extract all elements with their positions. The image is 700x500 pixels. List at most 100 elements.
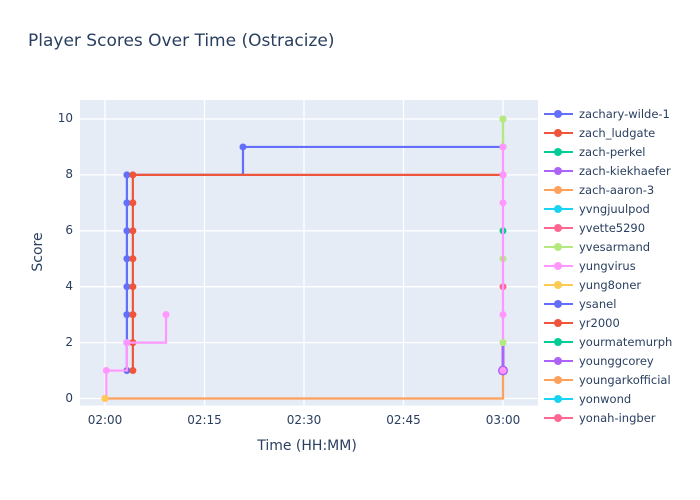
legend-line-icon (544, 261, 573, 270)
legend-line-icon (544, 147, 573, 156)
legend-label: yr2000 (579, 316, 620, 331)
legend-item-zachary-wilde-1[interactable]: zachary-wilde-1 (544, 104, 670, 123)
legend-item-yonwond[interactable]: yonwond (544, 390, 631, 409)
x-axis-title: Time (HH:MM) (257, 438, 357, 454)
series-marker-zachary-wilde-1[interactable] (123, 311, 131, 319)
series-marker-zach_ludgate[interactable] (129, 255, 137, 263)
legend-label: zach-kiekhaefer (579, 163, 671, 178)
legend-item-youngarkofficial[interactable]: youngarkofficial (544, 371, 671, 390)
series-marker-yung8oner[interactable] (101, 395, 109, 402)
legend-marker-icon (554, 414, 562, 423)
legend-label: yvette5290 (579, 220, 646, 235)
series-marker-zach_ludgate[interactable] (129, 171, 137, 179)
legend-line-icon (544, 300, 573, 309)
legend-item-yvesarmand[interactable]: yvesarmand (544, 237, 650, 256)
legend-item-yr2000[interactable]: yr2000 (544, 314, 620, 333)
legend-line-icon (544, 338, 573, 347)
legend-label: yungvirus (579, 258, 636, 273)
legend-line-icon (544, 319, 573, 328)
x-tick-label: 02:45 (386, 413, 421, 427)
legend-line-icon (544, 242, 573, 251)
final-marker[interactable] (499, 171, 507, 179)
final-marker[interactable] (499, 339, 507, 347)
legend-marker-icon (554, 147, 562, 156)
y-tick-label: 0 (65, 390, 73, 405)
legend-marker-icon (554, 166, 562, 175)
legend-label: yvngjuulpod (579, 201, 650, 216)
final-marker[interactable] (499, 199, 507, 207)
x-tick-label: 03:00 (485, 413, 521, 427)
legend-line-icon (544, 166, 573, 175)
legend-marker-icon (554, 128, 562, 137)
series-marker-zach_ludgate[interactable] (129, 283, 137, 291)
legend-label: youngarkofficial (579, 373, 671, 388)
x-tick-label: 02:00 (87, 413, 123, 427)
final-marker[interactable] (499, 367, 507, 375)
series-marker-zachary-wilde-1[interactable] (123, 283, 131, 291)
legend-marker-icon (554, 338, 562, 347)
legend-line-icon (544, 376, 573, 385)
final-marker[interactable] (499, 115, 507, 123)
y-axis-title: Score (30, 232, 46, 272)
legend-item-zach-aaron-3[interactable]: zach-aaron-3 (544, 180, 654, 199)
legend-marker-icon (554, 319, 562, 328)
y-tick-label: 8 (65, 166, 73, 181)
legend-item-yungvirus[interactable]: yungvirus (544, 256, 636, 275)
series-marker-yungvirus[interactable] (162, 311, 170, 319)
y-tick-label: 10 (57, 111, 73, 125)
legend-marker-icon (554, 376, 562, 385)
legend-item-ysanel[interactable]: ysanel (544, 295, 616, 314)
final-marker[interactable] (499, 143, 507, 151)
legend-item-yung8oner[interactable]: yung8oner (544, 276, 641, 295)
legend-marker-icon (554, 185, 562, 194)
series-marker-yungvirus[interactable] (102, 367, 110, 375)
series-marker-zachary-wilde-1[interactable] (123, 227, 131, 235)
legend-marker-icon (554, 357, 562, 366)
legend-label: zach-perkel (579, 144, 646, 159)
legend-marker-icon (554, 223, 562, 232)
legend-item-yvngjuulpod[interactable]: yvngjuulpod (544, 199, 650, 218)
series-marker-zachary-wilde-1[interactable] (239, 143, 247, 151)
series-marker-zach_ludgate[interactable] (129, 199, 137, 207)
legend-marker-icon (554, 242, 562, 251)
legend-item-yonah-ingber[interactable]: yonah-ingber (544, 409, 656, 426)
legend-line-icon (544, 357, 573, 366)
final-marker[interactable] (499, 311, 507, 319)
series-marker-zach_ludgate[interactable] (129, 311, 137, 319)
legend-label: zach_ludgate (579, 125, 656, 140)
legend-marker-icon (554, 109, 562, 118)
legend-label: younggcorey (579, 354, 654, 369)
legend-line-icon (544, 204, 573, 213)
legend-marker-icon (554, 204, 562, 213)
legend-marker-icon (554, 281, 562, 290)
legend-label: zach-aaron-3 (579, 182, 655, 197)
series-marker-zachary-wilde-1[interactable] (123, 255, 131, 263)
series-marker-yungvirus[interactable] (123, 339, 131, 347)
legend-item-yourmatemurph[interactable]: yourmatemurph (544, 333, 672, 352)
legend-line-icon (544, 185, 573, 194)
legend-label: zachary-wilde-1 (579, 106, 670, 121)
legend-label: yonwond (579, 392, 632, 407)
y-tick-label: 4 (65, 278, 73, 293)
legend-item-zach-kiekhaefer[interactable]: zach-kiekhaefer (544, 161, 671, 180)
legend: zachary-wilde-1 zach_ludgate zach-perkel za… (544, 104, 694, 426)
legend-item-younggcorey[interactable]: younggcorey (544, 352, 654, 371)
legend-line-icon (544, 128, 573, 137)
x-tick-label: 02:30 (286, 413, 322, 427)
legend-label: yvesarmand (579, 239, 651, 254)
legend-marker-icon (554, 395, 562, 404)
legend-label: yonah-ingber (579, 411, 656, 426)
legend-line-icon (544, 281, 573, 290)
series-marker-zach_ludgate[interactable] (129, 367, 137, 375)
legend-item-zach-perkel[interactable]: zach-perkel (544, 142, 645, 161)
series-marker-zachary-wilde-1[interactable] (123, 199, 131, 207)
x-tick-label: 02:15 (187, 413, 222, 427)
series-line-youngarkofficial[interactable] (105, 370, 505, 400)
series-marker-zach_ludgate[interactable] (129, 227, 137, 235)
series-marker-zachary-wilde-1[interactable] (123, 171, 131, 179)
plot-background (80, 100, 538, 406)
legend-item-yvette5290[interactable]: yvette5290 (544, 218, 645, 237)
chart-title: Player Scores Over Time (Ostracize) (28, 31, 335, 51)
legend-item-zach_ludgate[interactable]: zach_ludgate (544, 123, 655, 142)
